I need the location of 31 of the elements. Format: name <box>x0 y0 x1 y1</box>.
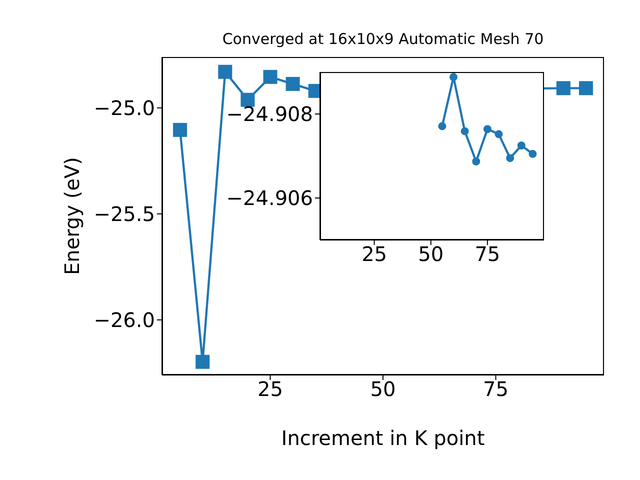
x-tick-label: 50 <box>370 377 396 402</box>
point <box>173 122 188 137</box>
y-tick-label: −24.906 <box>226 186 313 210</box>
point <box>483 125 492 134</box>
point <box>528 150 537 158</box>
point <box>449 73 458 82</box>
point <box>556 81 570 96</box>
point <box>506 154 514 162</box>
x-tick-label: 25 <box>258 377 283 402</box>
x-tick-label: 25 <box>362 242 388 266</box>
chart-title: Converged at 16x10x9 Automatic Mesh 70 <box>221 30 545 48</box>
y-tick-label: −24.908 <box>226 102 313 126</box>
point <box>517 142 526 150</box>
x-tick-label: 50 <box>418 242 444 266</box>
point <box>494 130 503 138</box>
point <box>438 122 446 130</box>
y-tick-label: −26.0 <box>94 308 155 332</box>
point <box>240 92 255 107</box>
point <box>263 70 278 84</box>
point <box>286 76 300 91</box>
point <box>472 157 480 166</box>
y-axis-title: Energy (eV) <box>60 157 84 275</box>
x-axis-title: Increment in K point <box>281 426 485 450</box>
x-tick-label: 75 <box>483 377 508 402</box>
point <box>578 81 593 96</box>
y-tick-label: −25.0 <box>94 96 155 120</box>
x-tick-label: 75 <box>474 242 500 266</box>
point <box>218 64 232 79</box>
y-tick-label: −25.5 <box>94 202 155 226</box>
point <box>196 354 210 369</box>
point <box>460 127 469 136</box>
